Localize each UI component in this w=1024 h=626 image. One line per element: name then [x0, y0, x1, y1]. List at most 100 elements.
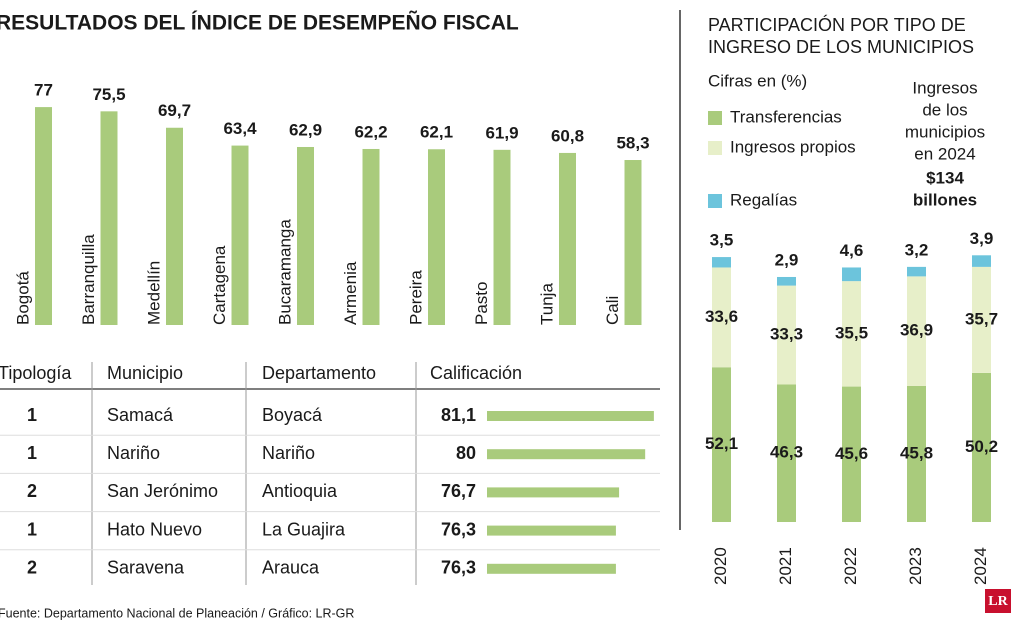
subtitle: Cifras en (%) — [708, 71, 807, 90]
category-label: Bogotá — [13, 271, 32, 325]
category-label: Pasto — [472, 282, 491, 325]
chart-title: PARTICIPACIÓN POR TIPO DE — [708, 14, 966, 35]
annotation: de los — [922, 100, 967, 119]
table-cell: Boyacá — [262, 405, 323, 425]
table-cell: 1 — [27, 519, 37, 539]
value-label: 63,4 — [223, 119, 257, 138]
bar — [487, 563, 616, 574]
table-cell: Antioquia — [262, 481, 338, 501]
bar-segment — [972, 266, 991, 373]
value-label: 77 — [34, 81, 53, 100]
bar — [493, 149, 511, 325]
bar-segment — [907, 385, 926, 522]
bar — [559, 152, 576, 325]
category-label: Barranquilla — [79, 234, 98, 325]
value-label: 76,3 — [441, 519, 476, 539]
value-label: 81,1 — [441, 405, 476, 425]
bar — [487, 487, 620, 498]
bar — [166, 127, 183, 326]
annotation: en 2024 — [914, 144, 975, 163]
table-cell: Nariño — [107, 443, 160, 463]
logo-box — [985, 589, 1011, 613]
value-label: 33,3 — [770, 325, 803, 344]
table-cell: 1 — [27, 443, 37, 463]
legend-label: Regalías — [730, 190, 797, 209]
annotation-value: $134 — [926, 168, 964, 187]
table-cell: 1 — [27, 405, 37, 425]
value-label: 35,5 — [835, 323, 868, 342]
table-cell: Nariño — [262, 443, 315, 463]
annotation-value: billones — [913, 190, 977, 209]
bar — [35, 107, 52, 325]
bar-segment — [907, 276, 926, 386]
bar — [362, 148, 380, 325]
value-label: 76,7 — [441, 481, 476, 501]
bar-segment — [777, 285, 796, 385]
bar-segment — [777, 276, 796, 286]
bar — [297, 146, 314, 325]
table-cell: Samacá — [107, 405, 174, 425]
table-cell: Saravena — [107, 558, 185, 578]
bar-segment — [777, 384, 796, 522]
value-label: 62,1 — [420, 123, 453, 142]
value-label: 3,2 — [905, 240, 929, 259]
table-cell: Hato Nuevo — [107, 519, 202, 539]
value-label: 45,6 — [835, 444, 868, 463]
logo: LR — [988, 594, 1008, 609]
category-label: Bucaramanga — [275, 219, 294, 325]
legend-swatch — [708, 194, 722, 208]
category-label: Armenia — [341, 261, 360, 325]
value-label: 3,9 — [970, 229, 994, 248]
category-label: 2023 — [906, 547, 925, 585]
value-label: 45,8 — [900, 443, 933, 462]
bar-segment — [842, 386, 861, 522]
category-label: Tunja — [537, 283, 556, 325]
category-label: 2020 — [711, 547, 730, 585]
value-label: 50,2 — [965, 437, 998, 456]
table-cell: 2 — [27, 558, 37, 578]
table-header: Calificación — [430, 363, 522, 383]
bar-segment — [842, 267, 861, 282]
value-label: 2,9 — [775, 250, 799, 269]
source: Fuente: Departamento Nacional de Planeac… — [0, 606, 354, 620]
bar-segment — [972, 372, 991, 522]
value-label: 75,5 — [92, 85, 125, 104]
category-label: 2022 — [841, 547, 860, 585]
bar — [428, 149, 445, 325]
main-title: RESULTADOS DEL ÍNDICE DE DESEMPEÑO FISCA… — [0, 12, 519, 35]
value-label: 69,7 — [158, 101, 191, 120]
value-label: 3,5 — [710, 231, 734, 250]
value-label: 33,6 — [705, 307, 738, 326]
table-cell: 2 — [27, 481, 37, 501]
category-label: Pereira — [406, 270, 425, 325]
table-header: Tipología — [0, 363, 72, 383]
bar-segment — [907, 266, 926, 277]
table-header: Departamento — [262, 363, 376, 383]
bar — [487, 525, 616, 536]
bar-segment — [842, 281, 861, 387]
annotation: Ingresos — [912, 78, 977, 97]
table-cell: San Jerónimo — [107, 481, 218, 501]
category-label: Cali — [603, 296, 622, 325]
legend-swatch — [708, 141, 722, 155]
value-label: 35,7 — [965, 309, 998, 328]
bar-segment — [712, 257, 731, 268]
bar-segment — [712, 267, 731, 368]
category-label: Medellín — [144, 261, 163, 325]
value-label: 80 — [456, 443, 476, 463]
value-label: 36,9 — [900, 321, 933, 340]
legend-swatch — [708, 111, 722, 125]
table-cell: La Guajira — [262, 519, 346, 539]
chart-title: INGRESO DE LOS MUNICIPIOS — [708, 37, 974, 57]
value-label: 76,3 — [441, 558, 476, 578]
bar — [231, 145, 249, 325]
bar — [487, 411, 654, 421]
value-label: 62,2 — [354, 122, 387, 141]
annotation: municipios — [905, 122, 985, 141]
category-label: Cartagena — [210, 245, 229, 325]
value-label: 60,8 — [551, 126, 584, 145]
value-label: 62,9 — [289, 120, 322, 139]
bar — [100, 111, 118, 326]
bar-segment — [972, 255, 991, 267]
